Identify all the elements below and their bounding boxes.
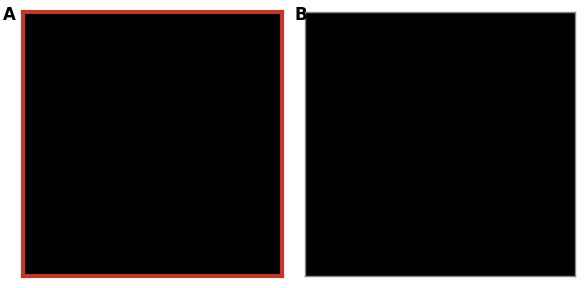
Text: B: B bbox=[295, 6, 308, 24]
Text: A: A bbox=[3, 6, 16, 24]
